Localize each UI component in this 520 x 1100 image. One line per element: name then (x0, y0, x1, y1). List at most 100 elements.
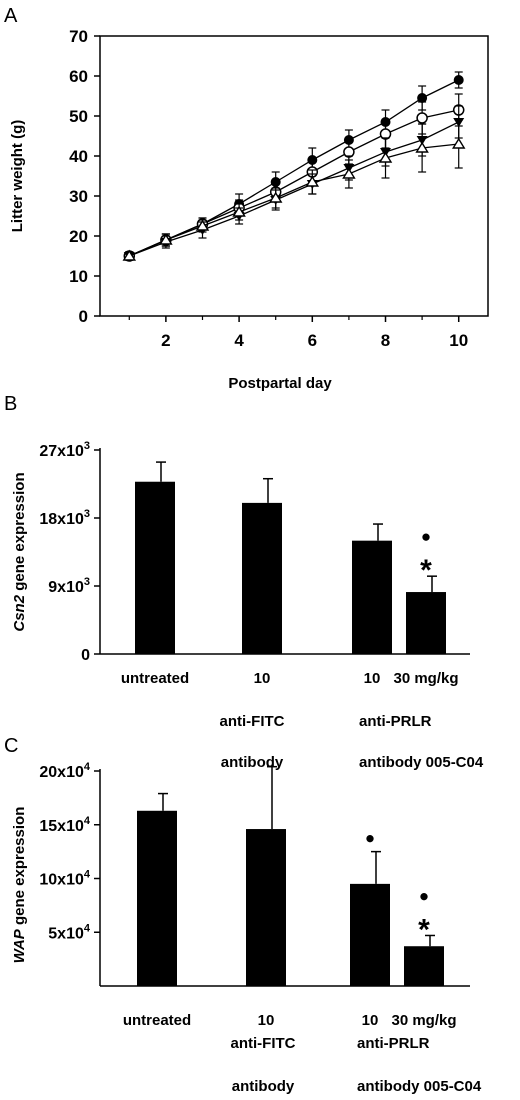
y-tick-label: 50 (69, 107, 88, 126)
series-line (129, 79, 460, 257)
significance-asterisk: * (418, 913, 430, 946)
bar (246, 829, 286, 986)
group-label-anti-prlr: anti-PRLR (357, 1035, 430, 1052)
plot-frame (99, 35, 489, 317)
data-point (416, 112, 428, 124)
y-tick-base: 18x10 (39, 511, 84, 528)
data-point (451, 137, 466, 149)
y-tick-label: 15x104 (39, 815, 91, 835)
bar (350, 883, 390, 986)
y-tick-exponent: 3 (84, 576, 90, 588)
y-axis-title: Litter weight (g) (9, 120, 26, 233)
y-axis-title: Csn2 gene expression (11, 472, 28, 631)
y-tick-base: 10x10 (39, 872, 84, 889)
data-point (122, 249, 137, 261)
bar (135, 481, 175, 654)
y-tick-base: 0 (81, 647, 90, 664)
series-line (129, 109, 459, 257)
y-tick-exponent: 4 (84, 869, 91, 881)
y-axis-title-gene: Csn2 (11, 594, 28, 631)
x-tick-label: 6 (308, 331, 317, 350)
category-label: 10 (362, 1012, 379, 1029)
x-axis-title: Postpartal day (228, 375, 332, 392)
group-label-anti-prlr: anti-PRLR (359, 713, 432, 730)
y-tick-exponent: 4 (84, 815, 91, 827)
significance-dot: ● (419, 886, 429, 905)
data-point (415, 141, 429, 153)
x-tick-label: 2 (161, 331, 170, 350)
x-tick-label: 10 (449, 331, 468, 350)
significance-dot: ● (365, 829, 375, 848)
category-label: 30 mg/kg (393, 670, 458, 687)
category-label: untreated (123, 1012, 191, 1029)
line-chart-series (122, 71, 466, 262)
y-tick-label: 60 (69, 67, 88, 86)
y-tick-label: 10 (69, 267, 88, 286)
data-point (417, 93, 428, 103)
series-open-triangle-up (122, 119, 466, 261)
y-tick-base: 20x10 (39, 764, 84, 781)
line-chart-axes: 0 10 20 30 40 50 60 70 2 4 6 8 10 (69, 27, 489, 350)
y-axis-title-gene: WAP (11, 928, 28, 963)
group-label-anti-fitc-line2: antibody (221, 754, 284, 771)
panel-label-b: B (4, 393, 17, 415)
series-filled-triangle-down (123, 105, 465, 261)
data-point (342, 167, 356, 179)
category-label: 30 mg/kg (391, 1012, 456, 1029)
y-tick-base: 5x10 (48, 925, 84, 942)
y-tick-exponent: 3 (84, 508, 90, 520)
y-tick-label: 10x104 (39, 869, 91, 889)
data-point (232, 205, 246, 217)
bar (137, 810, 177, 986)
bar-chart-bars: untreated 10 10 30 mg/kg ● * ● (123, 765, 457, 1029)
data-point (378, 151, 393, 163)
y-axis-title-rest: gene expression (11, 807, 28, 930)
group-label-anti-fitc: anti-FITC (220, 713, 285, 730)
y-tick-label: 70 (69, 27, 88, 46)
panel-label-c: C (4, 735, 18, 757)
bar (242, 502, 282, 654)
group-label-anti-fitc-line2: antibody (232, 1078, 295, 1095)
line-chart-litter-weight: 0 10 20 30 40 50 60 70 2 4 6 8 10 Postpartal day Lit… (9, 27, 489, 392)
significance-dot: ● (421, 527, 431, 546)
y-tick-base: 15x10 (39, 818, 84, 835)
data-point (453, 75, 464, 85)
category-label: 10 (364, 670, 381, 687)
y-tick-label: 20x104 (39, 761, 91, 781)
category-label: untreated (121, 670, 189, 687)
y-tick-label: 18x103 (39, 508, 90, 528)
significance-asterisk: * (420, 554, 432, 587)
x-tick-label: 8 (381, 331, 390, 350)
y-tick-base: 27x10 (39, 443, 84, 460)
series-line (129, 143, 459, 257)
y-tick-label: 27x103 (39, 440, 90, 460)
y-tick-label: 9x103 (48, 576, 90, 596)
bar (406, 592, 446, 654)
category-label: 10 (258, 1012, 275, 1029)
y-tick-label: 40 (69, 147, 88, 166)
data-point (195, 219, 210, 231)
data-point (268, 191, 283, 203)
bar (404, 946, 444, 986)
y-tick-label: 30 (69, 187, 88, 206)
y-tick-label: 0 (81, 647, 90, 664)
y-tick-exponent: 4 (84, 761, 91, 773)
group-label-anti-prlr-line2: antibody 005-C04 (357, 1078, 482, 1095)
y-tick-label: 20 (69, 227, 88, 246)
x-tick-label: 4 (234, 331, 244, 350)
series-line (129, 121, 460, 257)
y-tick-exponent: 3 (84, 440, 90, 452)
series-filled-circle (124, 71, 464, 261)
data-point (305, 175, 320, 187)
panel-label-a: A (4, 5, 18, 27)
category-label: 10 (254, 670, 271, 687)
y-tick-base: 9x10 (48, 579, 84, 596)
data-point (159, 233, 173, 245)
bar (352, 540, 392, 654)
y-tick-label: 5x104 (48, 922, 91, 942)
bar-chart-bars: untreated 10 10 30 mg/kg * ● (121, 461, 459, 687)
group-label-anti-prlr-line2: antibody 005-C04 (359, 754, 484, 771)
y-tick-exponent: 4 (84, 922, 91, 934)
